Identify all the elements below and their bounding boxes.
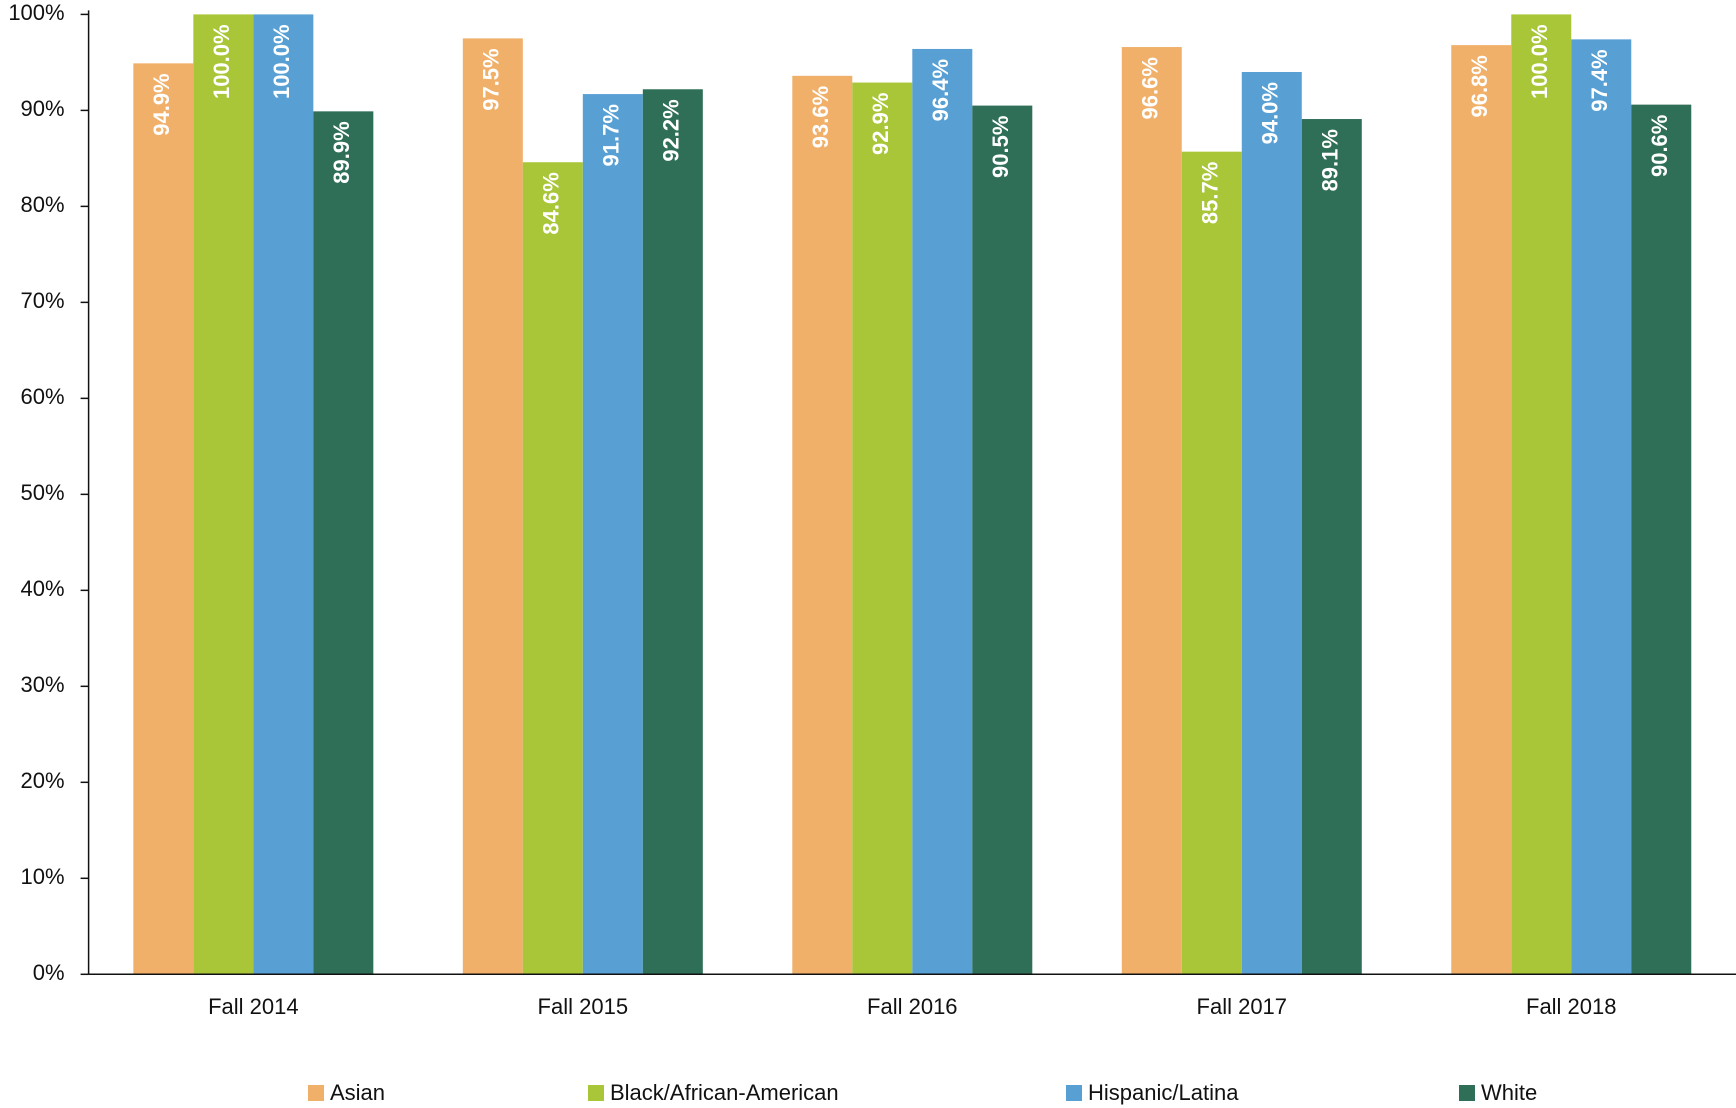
legend-label: Black/African-American [610,1080,839,1105]
bar [193,14,254,975]
value-label: 92.9% [868,93,893,155]
value-label: 96.8% [1467,55,1492,117]
value-label: 91.7% [599,104,624,166]
bar [522,162,583,975]
x-tick-label: Fall 2014 [208,994,299,1019]
value-label: 94.9% [149,73,174,135]
legend-label: Hispanic/Latina [1088,1080,1239,1105]
legend-swatch [1459,1085,1475,1101]
y-tick-label: 80% [21,192,65,217]
value-label: 100.0% [269,24,294,99]
y-tick-label: 30% [21,672,65,697]
x-tick-label: Fall 2016 [867,994,958,1019]
bar [582,94,643,975]
value-label: 100.0% [1527,24,1552,99]
legend-swatch [588,1085,604,1101]
bar [1571,39,1632,975]
bar [1241,71,1302,975]
value-label: 96.4% [928,59,953,121]
y-tick-label: 20% [21,768,65,793]
y-tick-label: 50% [21,480,65,505]
bar [1451,45,1512,975]
bar [313,111,374,975]
y-tick-label: 60% [21,384,65,409]
bar [1181,151,1242,975]
y-tick-label: 0% [33,960,65,985]
legend-label: Asian [330,1080,385,1105]
x-tick-label: Fall 2017 [1197,994,1288,1019]
bar [1301,119,1362,975]
y-tick-label: 40% [21,576,65,601]
bar [1631,104,1692,975]
bar [852,82,913,975]
bar [462,38,523,975]
y-tick-label: 90% [21,96,65,121]
value-label: 84.6% [539,172,564,234]
value-label: 97.4% [1587,49,1612,111]
legend-swatch [308,1085,324,1101]
y-tick-label: 70% [21,288,65,313]
value-label: 85.7% [1198,162,1223,224]
bar [1121,47,1182,975]
value-label: 93.6% [808,86,833,148]
bar [1511,14,1572,975]
value-label: 90.5% [988,116,1013,178]
value-label: 92.2% [659,99,684,161]
x-tick-label: Fall 2015 [538,994,629,1019]
legend-label: White [1481,1080,1537,1105]
y-tick-label: 10% [21,864,65,889]
x-tick-label: Fall 2018 [1526,994,1617,1019]
value-label: 89.9% [329,121,354,183]
bar [253,14,314,975]
y-tick-label: 100% [8,0,64,25]
value-label: 100.0% [209,24,234,99]
value-label: 90.6% [1647,115,1672,177]
legend-swatch [1066,1085,1082,1101]
bar [912,48,973,975]
bar [642,89,703,975]
bar [792,75,853,975]
value-label: 97.5% [479,48,504,110]
value-label: 89.1% [1318,129,1343,191]
bar [133,63,194,975]
value-label: 96.6% [1138,57,1163,119]
bar [972,105,1033,975]
value-label: 94.0% [1258,82,1283,144]
